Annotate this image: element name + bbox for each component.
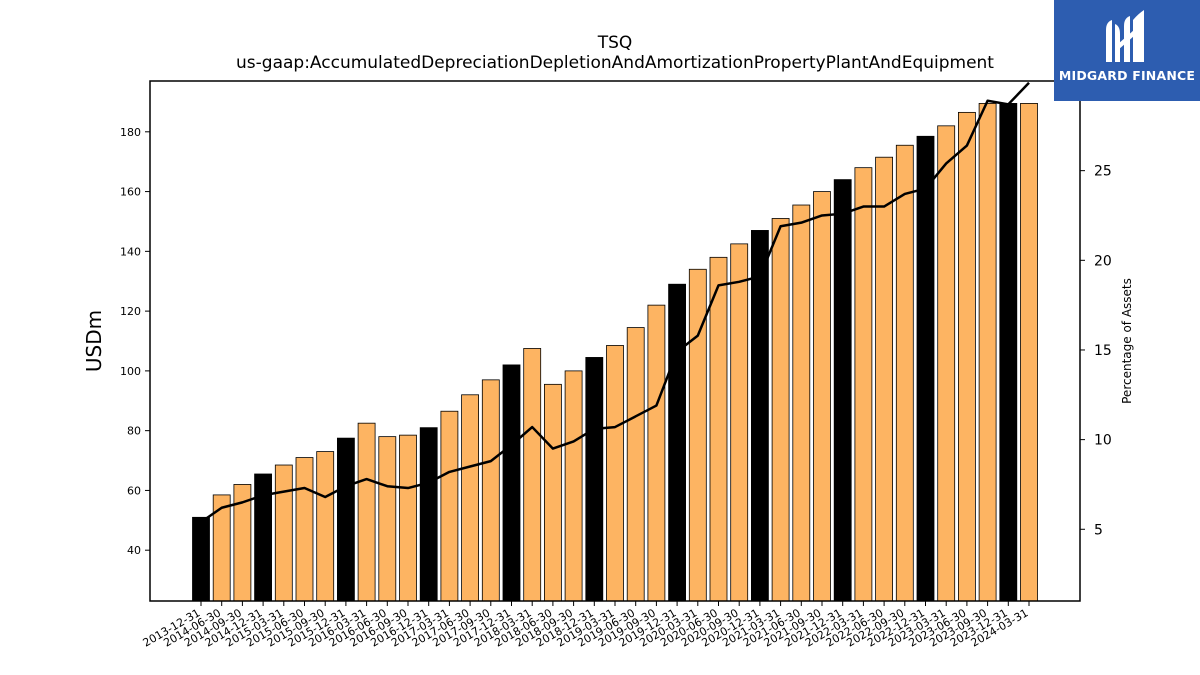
bar-2022-06-30: [875, 156, 893, 602]
y2-tick-label-5: 5: [1094, 522, 1103, 538]
bar-2017-06-30: [461, 394, 480, 602]
y-axis-right: 51015202530: [1080, 74, 1112, 538]
chart-title: TSQ: [597, 33, 633, 53]
bar-2013-12-31: [192, 516, 210, 602]
bar-2018-03-31: [523, 348, 542, 602]
logo-icon: [1106, 10, 1144, 62]
bar-2020-09-30: [730, 243, 749, 602]
bar-2018-09-30: [564, 370, 583, 602]
bar-2015-12-31: [336, 437, 355, 602]
bar-2018-12-31: [585, 357, 604, 602]
bar-2015-06-30: [295, 457, 314, 602]
y2-tick-label-20: 20: [1094, 253, 1112, 269]
y-tick-label-180: 180: [120, 126, 141, 139]
bar-2022-12-31: [916, 135, 935, 602]
bar-2019-12-31: [668, 283, 686, 602]
bar-2021-03-31: [771, 218, 790, 602]
bar-2018-06-30: [544, 383, 562, 602]
bar-2023-12-31: [999, 103, 1018, 602]
bar-2015-09-30: [316, 451, 335, 602]
y-tick-label-40: 40: [127, 544, 141, 557]
y2-tick-label-10: 10: [1094, 433, 1112, 449]
bars-group: [192, 103, 1038, 602]
bar-2019-09-30: [647, 304, 666, 602]
bar-2022-09-30: [895, 144, 914, 602]
y-axis-left: 40 60 80 100 120 140 160 180: [120, 126, 150, 557]
percentage-line: [200, 81, 1030, 524]
bar-2024-03-31: [1020, 103, 1038, 602]
bar-2016-12-31: [419, 427, 438, 602]
y-tick-label-160: 160: [120, 186, 141, 199]
bar-2023-09-30: [978, 103, 997, 602]
bar-2017-09-30: [481, 379, 500, 602]
y-tick-label-100: 100: [120, 365, 141, 378]
logo-text: MIDGARD FINANCE: [1058, 68, 1196, 83]
bar-2021-09-30: [813, 191, 831, 602]
brand-logo: MIDGARD FINANCE: [1054, 0, 1200, 101]
y-tick-label-140: 140: [120, 245, 141, 258]
bar-2017-03-31: [440, 410, 459, 602]
chart-subtitle: us-gaap:AccumulatedDepreciationDepletion…: [236, 53, 994, 73]
bar-2020-06-30: [709, 256, 728, 602]
bar-2020-12-31: [751, 230, 769, 602]
bar-2021-06-30: [792, 204, 811, 602]
y-tick-label-80: 80: [127, 425, 141, 438]
bar-2023-06-30: [958, 111, 976, 602]
bar-2015-03-31: [274, 464, 293, 602]
bar-2016-09-30: [399, 434, 417, 602]
bar-2023-03-31: [937, 125, 956, 602]
bar-2021-12-31: [833, 179, 852, 602]
bar-2017-12-31: [502, 364, 521, 602]
bar-2016-03-31: [357, 422, 376, 602]
y2-tick-label-25: 25: [1094, 164, 1112, 180]
y2-axis-label: Percentage of Assets: [1120, 278, 1134, 404]
bar-2016-06-30: [378, 436, 397, 602]
x-axis: 2013-12-312014-06-302014-09-302014-12-31…: [141, 601, 1031, 650]
line-group: [200, 81, 1030, 524]
y2-tick-label-15: 15: [1094, 343, 1112, 359]
bar-2022-03-31: [854, 167, 873, 602]
y-axis-label: USDm: [82, 310, 106, 372]
y-tick-label-120: 120: [120, 305, 141, 318]
y-tick-label-60: 60: [127, 484, 141, 497]
bar-2019-03-31: [606, 345, 624, 602]
bar-2019-06-30: [626, 327, 645, 602]
